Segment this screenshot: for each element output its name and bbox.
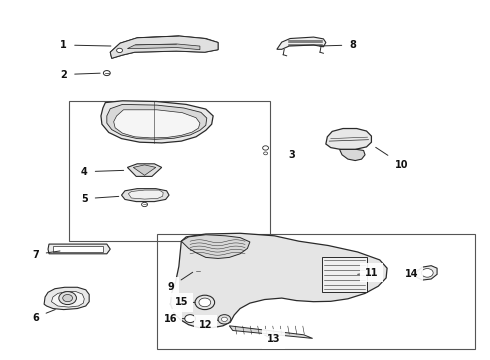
Polygon shape bbox=[229, 326, 313, 338]
Polygon shape bbox=[133, 165, 156, 175]
Polygon shape bbox=[128, 190, 163, 199]
Polygon shape bbox=[277, 37, 326, 49]
Polygon shape bbox=[181, 235, 250, 258]
Text: 5: 5 bbox=[81, 194, 119, 204]
Text: 1: 1 bbox=[60, 40, 111, 50]
Text: 14: 14 bbox=[405, 269, 418, 279]
Polygon shape bbox=[101, 101, 213, 143]
Polygon shape bbox=[122, 189, 169, 202]
Text: 11: 11 bbox=[358, 267, 378, 278]
Circle shape bbox=[221, 317, 227, 321]
Circle shape bbox=[185, 315, 196, 323]
Circle shape bbox=[199, 298, 211, 307]
Circle shape bbox=[63, 294, 73, 302]
Polygon shape bbox=[127, 164, 162, 176]
Bar bbox=[322, 257, 367, 292]
Polygon shape bbox=[51, 292, 84, 307]
Circle shape bbox=[142, 202, 147, 207]
Polygon shape bbox=[326, 129, 371, 149]
Text: 15: 15 bbox=[174, 297, 195, 307]
Bar bbox=[157, 234, 475, 349]
Text: 10: 10 bbox=[376, 147, 409, 170]
Polygon shape bbox=[416, 266, 437, 280]
Text: 16: 16 bbox=[164, 314, 185, 324]
Bar bbox=[69, 101, 270, 241]
Polygon shape bbox=[44, 287, 89, 310]
Text: 13: 13 bbox=[265, 334, 280, 344]
Bar bbox=[53, 246, 103, 252]
Circle shape bbox=[59, 292, 76, 305]
Text: 3: 3 bbox=[288, 150, 295, 160]
Polygon shape bbox=[110, 36, 218, 58]
Polygon shape bbox=[114, 110, 200, 138]
Text: 4: 4 bbox=[81, 167, 123, 177]
Text: 9: 9 bbox=[167, 272, 193, 292]
Text: 7: 7 bbox=[32, 249, 60, 260]
Text: 2: 2 bbox=[60, 69, 100, 80]
Circle shape bbox=[117, 48, 122, 53]
Polygon shape bbox=[48, 244, 110, 254]
Circle shape bbox=[263, 146, 269, 150]
Text: 8: 8 bbox=[320, 40, 356, 50]
Text: 12: 12 bbox=[199, 320, 218, 330]
Circle shape bbox=[218, 315, 231, 324]
Polygon shape bbox=[127, 44, 200, 50]
Circle shape bbox=[421, 269, 433, 277]
Polygon shape bbox=[171, 233, 387, 328]
Circle shape bbox=[264, 152, 268, 155]
Polygon shape bbox=[107, 104, 207, 139]
Circle shape bbox=[103, 71, 110, 76]
Text: 6: 6 bbox=[32, 310, 55, 323]
Polygon shape bbox=[110, 36, 218, 58]
Circle shape bbox=[195, 268, 202, 273]
Polygon shape bbox=[340, 149, 365, 161]
Circle shape bbox=[195, 295, 215, 310]
